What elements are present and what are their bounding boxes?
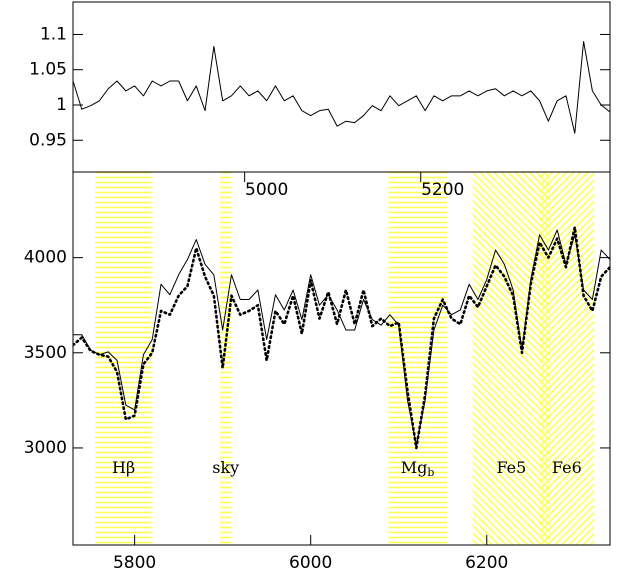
plot-area [73,172,610,545]
y-tick-label: 1.1 [40,24,67,44]
band-label-text: Hβ [112,458,135,477]
y-tick-label: 1 [56,95,67,115]
y-tick-label: 4000 [24,248,67,268]
band-label: Hβ [112,458,135,477]
y-tick-label: 1.05 [29,60,67,80]
y-tick-label: 3000 [24,438,67,458]
x2-tick-label: 5000 [245,180,288,200]
y-tick-label: 0.95 [29,130,67,150]
plot-area [73,41,610,134]
x-tick-label: 5800 [113,553,156,573]
band [220,172,232,545]
band-label-text: Mg [401,458,428,477]
band [95,172,153,545]
series-line [73,229,610,446]
axes-frame [72,1,611,173]
axes-frame [72,171,611,546]
band-label: Fe5 [496,458,526,477]
band [539,172,595,545]
band-label: Mgb [401,458,435,480]
band-label-sub: b [427,466,434,479]
x-tick-label: 6200 [465,553,508,573]
x2-tick-label: 5200 [421,180,464,200]
band-label: sky [212,458,239,477]
series-line [73,41,610,134]
band-label-text: sky [212,458,239,477]
band-label-text: Fe5 [496,458,526,477]
band [472,172,551,545]
y-tick-label: 3500 [24,343,67,363]
series-line [73,225,610,450]
x-tick-label: 6000 [289,553,332,573]
band-label: Fe6 [552,458,582,477]
band-label-text: Fe6 [552,458,582,477]
band [388,172,448,545]
